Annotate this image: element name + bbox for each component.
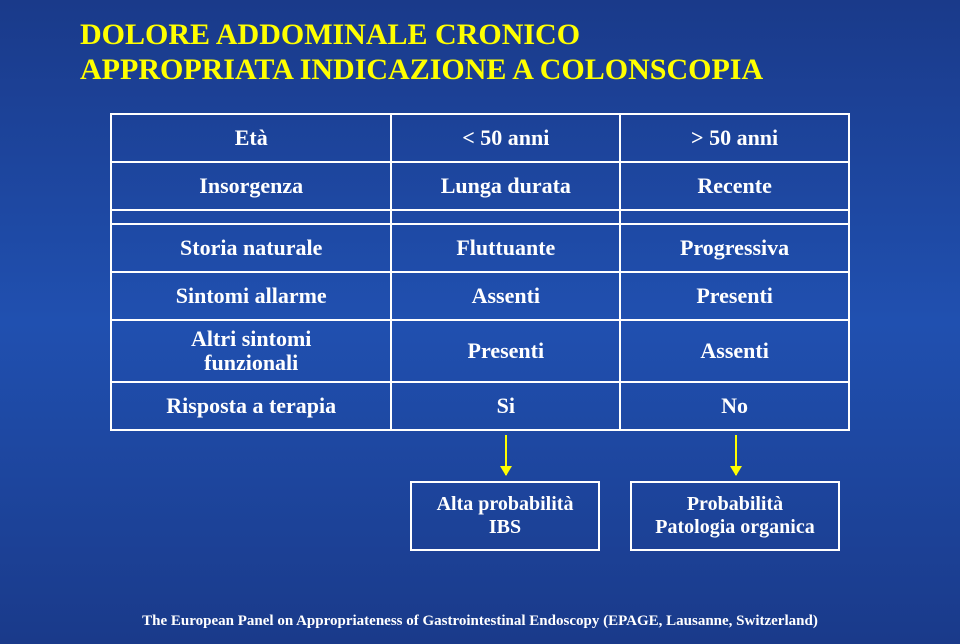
- result-box-organic: Probabilità Patologia organica: [630, 481, 840, 551]
- slide-title: DOLORE ADDOMINALE CRONICO APPROPRIATA IN…: [0, 0, 960, 87]
- result-boxes: Alta probabilità IBS Probabilità Patolog…: [110, 481, 850, 561]
- result-line2: IBS: [489, 516, 521, 538]
- row-label: Sintomi allarme: [111, 272, 391, 320]
- title-line1: DOLORE ADDOMINALE CRONICO: [80, 18, 580, 51]
- table-row: Storia naturale Fluttuante Progressiva: [111, 224, 849, 272]
- table-spacer: [111, 210, 849, 224]
- row-col1: Assenti: [391, 272, 620, 320]
- row-col1: < 50 anni: [391, 114, 620, 162]
- row-label: Altri sintomi funzionali: [111, 320, 391, 382]
- arrow-down-icon: [505, 435, 507, 475]
- row-col2: Assenti: [620, 320, 849, 382]
- table-row: Altri sintomi funzionali Presenti Assent…: [111, 320, 849, 382]
- arrows-container: [110, 431, 850, 481]
- row-col1: Presenti: [391, 320, 620, 382]
- result-line2: Patologia organica: [655, 516, 814, 538]
- result-line1: Probabilità: [687, 493, 783, 515]
- criteria-table: Età < 50 anni > 50 anni Insorgenza Lunga…: [110, 113, 850, 431]
- row-label: Storia naturale: [111, 224, 391, 272]
- result-box-ibs: Alta probabilità IBS: [410, 481, 600, 551]
- row-col1: Fluttuante: [391, 224, 620, 272]
- row-col2: > 50 anni: [620, 114, 849, 162]
- table-row: Sintomi allarme Assenti Presenti: [111, 272, 849, 320]
- row-label: Età: [111, 114, 391, 162]
- row-col1: Si: [391, 382, 620, 430]
- row-label: Risposta a terapia: [111, 382, 391, 430]
- row-col2: Presenti: [620, 272, 849, 320]
- row-col2: Recente: [620, 162, 849, 210]
- row-col2: No: [620, 382, 849, 430]
- table-row: Insorgenza Lunga durata Recente: [111, 162, 849, 210]
- arrow-down-icon: [735, 435, 737, 475]
- title-line2: APPROPRIATA INDICAZIONE A COLONSCOPIA: [80, 53, 763, 86]
- row-label: Insorgenza: [111, 162, 391, 210]
- row-col2: Progressiva: [620, 224, 849, 272]
- footer-citation: The European Panel on Appropriateness of…: [0, 613, 960, 630]
- row-label-text: Altri sintomi funzionali: [191, 326, 311, 375]
- row-col1: Lunga durata: [391, 162, 620, 210]
- result-line1: Alta probabilità: [437, 493, 574, 515]
- table-row: Età < 50 anni > 50 anni: [111, 114, 849, 162]
- table-row: Risposta a terapia Si No: [111, 382, 849, 430]
